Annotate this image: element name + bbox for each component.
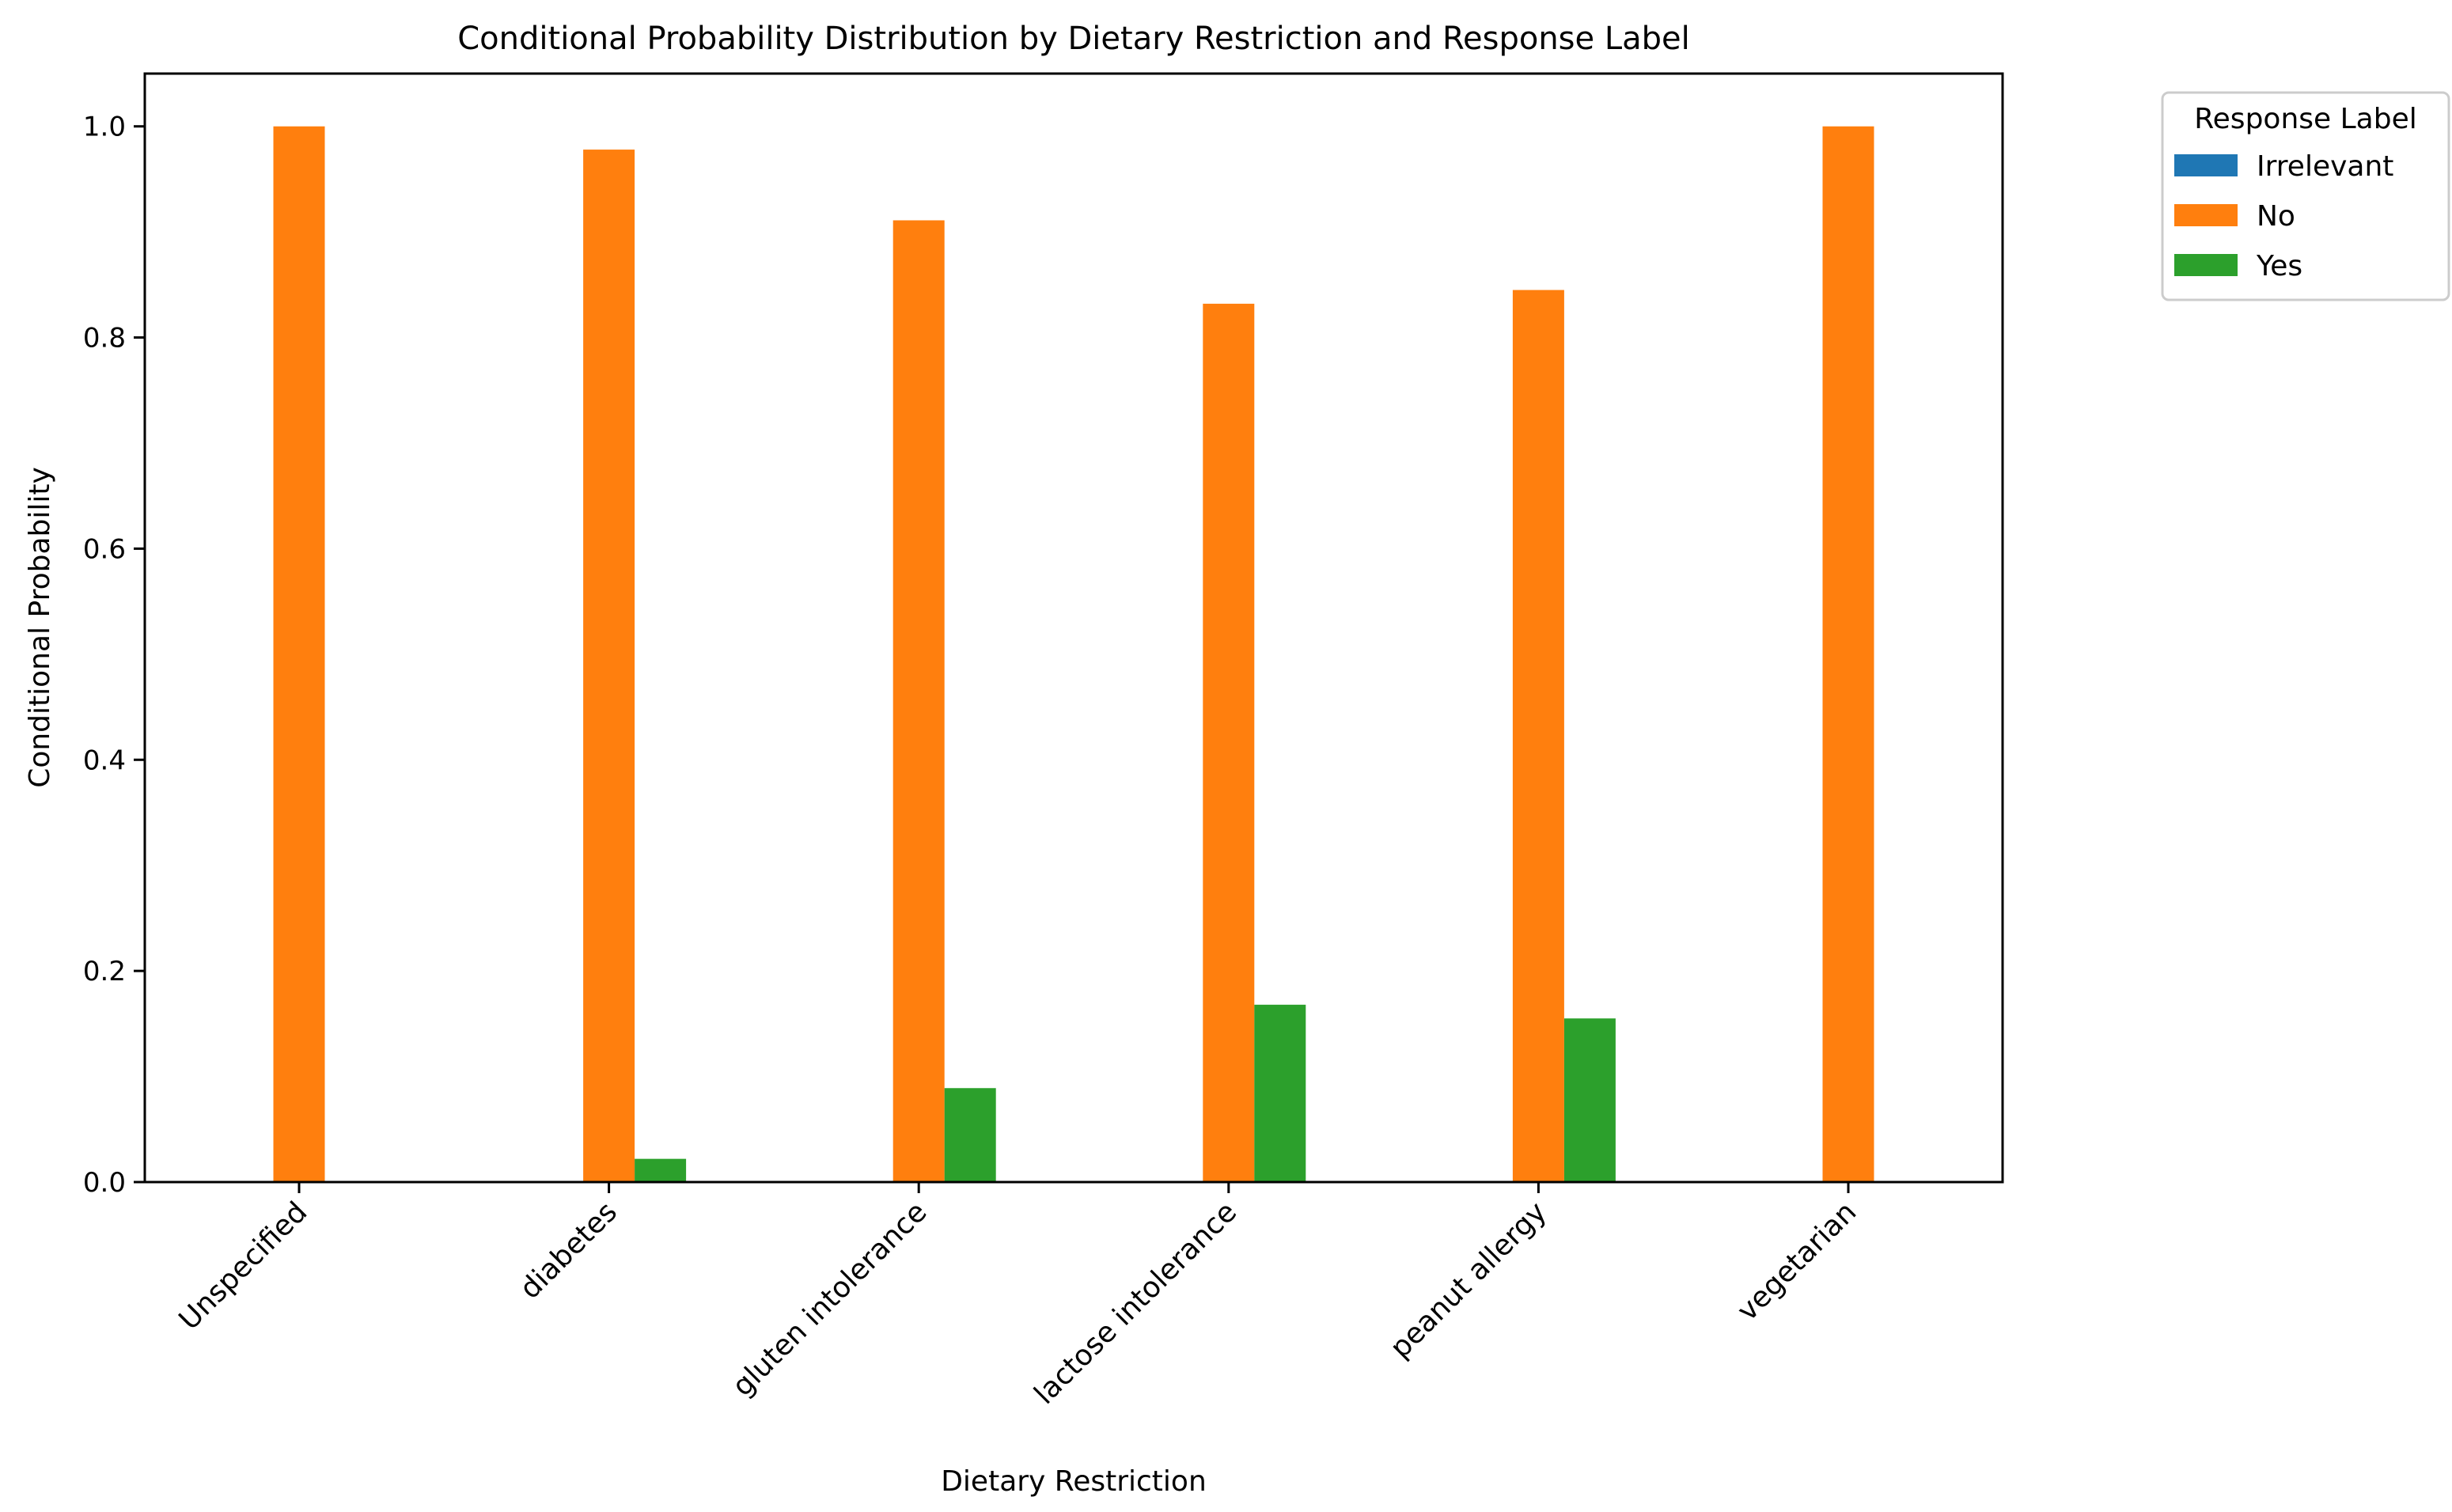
y-axis-ticks: 0.0 0.2 0.4 0.6 0.8 1.0 — [83, 112, 145, 1199]
y-tick-label: 0.0 — [83, 1167, 126, 1199]
bar-yes-peanut-allergy — [1563, 1018, 1616, 1182]
legend-swatch-irrelevant — [2174, 154, 2238, 176]
chart-title: Conditional Probability Distribution by … — [457, 21, 1690, 57]
legend-items: Irrelevant No Yes — [2174, 150, 2393, 282]
bar-yes-diabetes — [635, 1158, 687, 1182]
legend-swatch-no — [2174, 204, 2238, 226]
bar-no-peanut-allergy — [1512, 290, 1564, 1182]
legend-title: Response Label — [2194, 103, 2416, 135]
y-axis-label: Conditional Probability — [24, 467, 56, 788]
bar-yes-gluten-intolerance — [944, 1088, 996, 1182]
legend-label-yes: Yes — [2256, 250, 2302, 282]
legend-box — [2161, 91, 2450, 301]
x-axis-label: Dietary Restriction — [941, 1465, 1207, 1498]
bar-no-unspecified — [273, 126, 325, 1183]
bar-no-gluten-intolerance — [892, 220, 945, 1183]
y-tick-label: 0.8 — [83, 323, 126, 354]
legend-swatch-yes — [2174, 254, 2238, 276]
bar-yes-lactose-intolerance — [1254, 1004, 1306, 1182]
legend-label-irrelevant: Irrelevant — [2257, 150, 2393, 183]
y-tick-label: 0.4 — [83, 745, 126, 776]
legend: Response Label Irrelevant No Yes — [2161, 91, 2450, 301]
y-tick-label: 0.6 — [83, 533, 126, 565]
y-tick-label: 0.2 — [83, 956, 126, 987]
bar-no-diabetes — [583, 150, 635, 1182]
plot-frame — [143, 72, 2004, 1184]
y-tick-label: 1.0 — [83, 112, 126, 143]
bar-no-vegetarian — [1822, 126, 1874, 1183]
legend-label-no: No — [2257, 200, 2295, 233]
bars-layer — [273, 126, 1874, 1183]
bar-no-lactose-intolerance — [1203, 303, 1255, 1183]
